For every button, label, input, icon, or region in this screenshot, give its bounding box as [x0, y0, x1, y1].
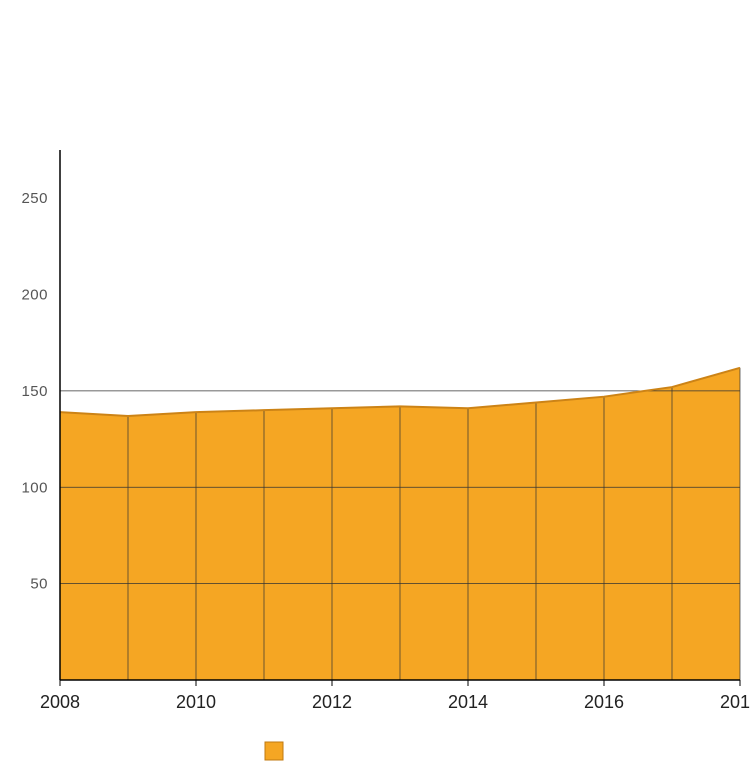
legend-swatch	[265, 742, 283, 760]
area-chart: 50 100 150 200 250 2008 2010 2012 2014 2016 2018	[0, 0, 750, 776]
y-tick-label: 150	[21, 383, 48, 400]
x-tick-label: 2014	[448, 692, 488, 712]
y-tick-label: 200	[21, 287, 48, 304]
x-tick-label: 2010	[176, 692, 216, 712]
y-tick-label: 250	[21, 190, 48, 207]
x-tick-label: 2012	[312, 692, 352, 712]
y-tick-label: 100	[21, 479, 48, 496]
x-tick-label: 2018	[720, 692, 750, 712]
y-tick-label: 50	[30, 576, 48, 593]
chart-svg: 50 100 150 200 250 2008 2010 2012 2014 2016 2018	[0, 0, 750, 776]
x-tick-label: 2008	[40, 692, 80, 712]
x-tick-label: 2016	[584, 692, 624, 712]
